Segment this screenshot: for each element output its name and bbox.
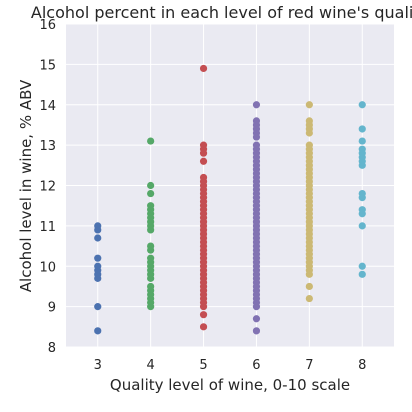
x-tick-label: 7 (305, 358, 313, 373)
data-points (94, 64, 366, 335)
chart-title: Alcohol percent in each level of red win… (31, 3, 412, 22)
x-tick-labels: 3 4 5 6 7 8 (94, 358, 367, 373)
x-tick-label: 6 (252, 358, 260, 373)
y-tick-label: 13 (39, 139, 56, 154)
x-tick-label: 5 (199, 358, 207, 373)
data-point (94, 234, 102, 242)
series-quality-5 (199, 64, 208, 331)
data-point (199, 157, 208, 165)
series-quality-7 (305, 101, 313, 303)
y-tick-label: 12 (39, 180, 56, 195)
data-point (358, 189, 366, 198)
y-tick-label: 11 (39, 220, 56, 235)
data-point (199, 64, 208, 73)
y-axis-title: Alcohol level in wine, % ABV (17, 79, 35, 292)
data-point (252, 327, 261, 335)
data-point (147, 202, 155, 210)
data-point (358, 270, 366, 278)
data-point (147, 242, 155, 250)
data-point (305, 294, 313, 303)
y-tick-label: 8 (48, 341, 56, 356)
data-point (358, 222, 366, 230)
data-point (94, 303, 102, 311)
series-quality-6 (252, 101, 261, 335)
data-point (252, 315, 261, 323)
data-point (94, 327, 102, 335)
data-point (358, 101, 366, 109)
data-point (305, 117, 313, 125)
data-point (147, 189, 155, 198)
data-point (358, 125, 366, 133)
data-point (358, 137, 366, 145)
data-point (199, 323, 208, 331)
data-point (199, 173, 208, 182)
data-point (94, 262, 102, 270)
data-point (358, 145, 366, 153)
data-point (252, 141, 261, 149)
data-point (358, 206, 366, 214)
x-axis-title: Quality level of wine, 0-10 scale (110, 376, 350, 394)
data-point (252, 101, 261, 109)
data-point (147, 254, 155, 262)
data-point (147, 137, 155, 145)
data-point (305, 101, 313, 109)
data-point (305, 282, 313, 291)
data-point (358, 262, 366, 270)
data-point (252, 117, 261, 125)
data-point (147, 181, 155, 190)
y-tick-label: 14 (39, 99, 56, 114)
data-point (199, 311, 208, 319)
data-point (147, 282, 155, 291)
series-quality-3 (94, 222, 102, 335)
y-tick-label: 15 (39, 58, 56, 73)
data-point (305, 141, 313, 149)
y-tick-label: 9 (48, 301, 56, 316)
data-point (199, 141, 208, 149)
data-point (94, 222, 102, 230)
x-tick-label: 8 (358, 358, 366, 373)
series-quality-4 (147, 137, 155, 311)
x-tick-label: 3 (94, 358, 102, 373)
data-point (94, 254, 102, 262)
series-quality-8 (358, 101, 366, 278)
x-tick-label: 4 (147, 358, 155, 373)
y-tick-labels: 8 9 10 11 12 13 14 15 16 (39, 18, 56, 356)
y-tick-label: 10 (39, 260, 56, 275)
y-tick-label: 16 (39, 18, 56, 33)
